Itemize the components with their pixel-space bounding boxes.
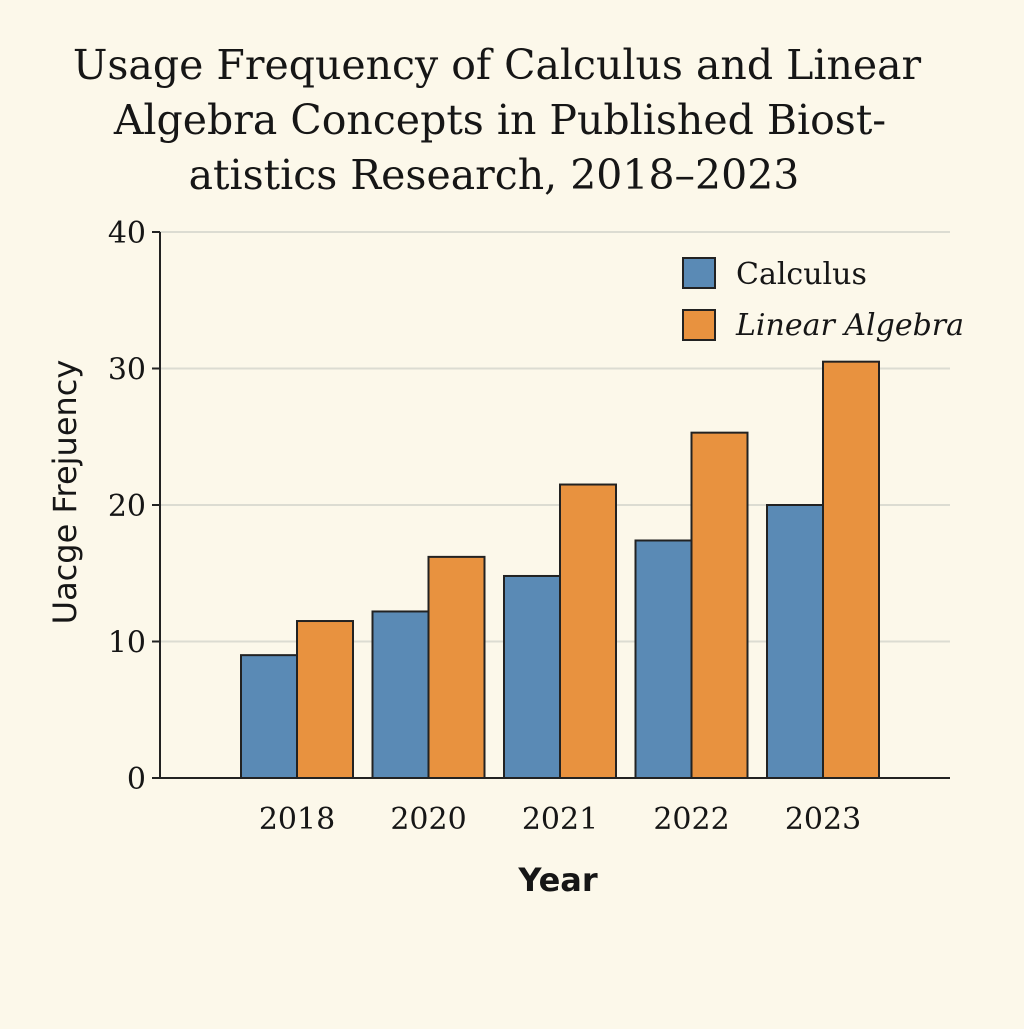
legend: Calculus Linear Algebra	[682, 257, 964, 343]
bar-calculus-2021	[503, 574, 561, 779]
bar-calculus-2018	[240, 654, 298, 780]
legend-swatch-calculus	[682, 257, 716, 289]
x-tick-label-2023: 2023	[785, 802, 861, 837]
y-tick-label-40: 40	[108, 216, 146, 251]
bar-calculus-2020	[371, 610, 430, 779]
bar-linear-algebra-2021	[559, 483, 617, 779]
y-tick-label-30: 30	[108, 353, 146, 388]
legend-label-linear-algebra: Linear Algebra	[735, 308, 964, 343]
title-line-1: Usage Frequency of Calculus and Linear	[73, 41, 922, 89]
x-axis-label: Year	[517, 861, 598, 899]
x-tick-label-2021: 2021	[522, 802, 598, 837]
y-tick-label-0: 0	[127, 762, 146, 797]
bar-calculus-2023	[766, 504, 824, 779]
y-tick-labels: 0 10 20 30 40	[108, 216, 160, 797]
bar-linear-algebra-2020	[427, 555, 486, 779]
y-tick-label-10: 10	[108, 626, 146, 661]
y-tick-label-20: 20	[108, 489, 146, 524]
bar-linear-algebra-2022	[690, 431, 749, 779]
x-tick-labels: 2018 2020 2021 2022 2023	[259, 802, 861, 837]
title-line-2: Algebra Concepts in Published Biost-	[113, 96, 886, 144]
y-axis-label: Uacge Frejuency	[46, 360, 84, 625]
bar-linear-algebra-2023	[822, 360, 880, 779]
x-tick-label-2020: 2020	[390, 802, 466, 837]
legend-swatch-linear-algebra	[682, 309, 716, 341]
title-line-3: atistics Research, 2018–2023	[189, 151, 800, 199]
chart-title: Usage Frequency of Calculus and Linear A…	[73, 41, 922, 199]
bar-linear-algebra-2018	[296, 620, 354, 780]
legend-label-calculus: Calculus	[736, 257, 867, 292]
x-tick-label-2022: 2022	[653, 802, 729, 837]
bar-calculus-2022	[634, 539, 693, 779]
x-tick-label-2018: 2018	[259, 802, 335, 837]
